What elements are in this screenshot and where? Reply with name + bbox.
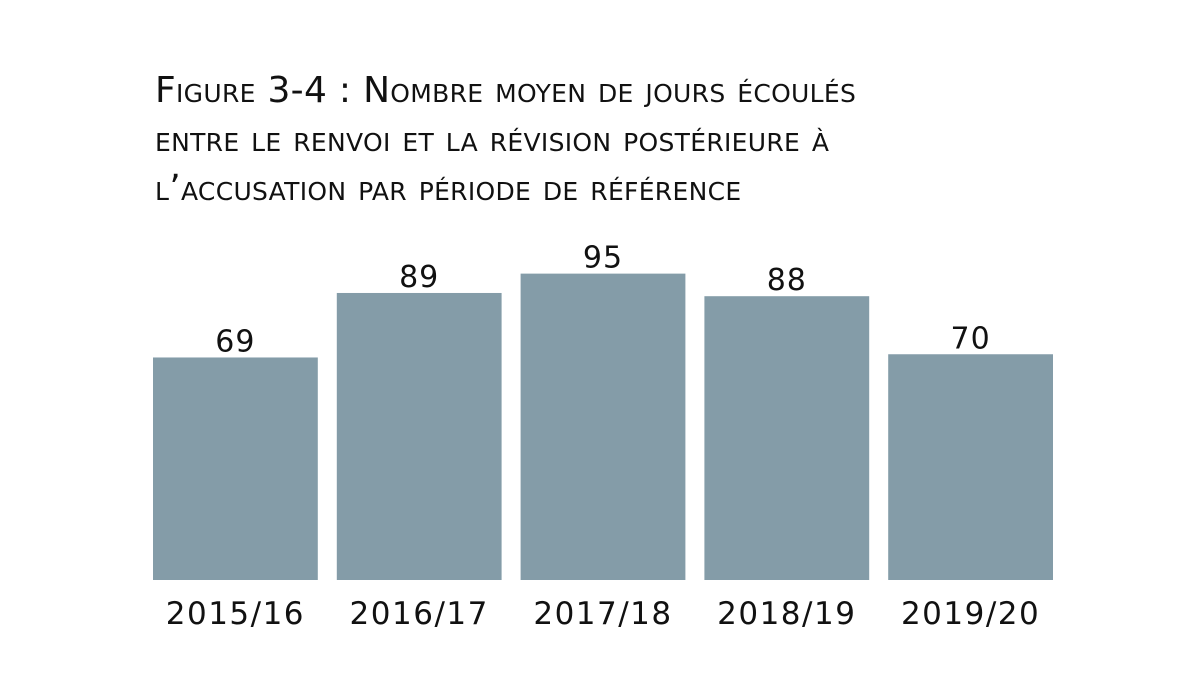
value-label: 89	[399, 260, 439, 295]
x-tick-label: 2018/19	[717, 596, 856, 632]
x-tick-label: 2015/16	[166, 596, 305, 632]
bar-2015-16	[153, 357, 318, 580]
bars-group	[153, 273, 1053, 580]
chart-title: Figure 3-4 : Nombre moyen de jours écoul…	[155, 70, 857, 209]
bar-2016-17	[336, 292, 502, 580]
x-tick-label: 2017/18	[533, 596, 672, 632]
value-label: 95	[583, 241, 623, 276]
x-tick-label: 2019/20	[901, 596, 1040, 632]
x-axis-tick-labels: 2015/16 2016/17 2017/18 2018/19 2019/20	[166, 596, 1040, 632]
value-label: 88	[767, 263, 807, 298]
bar-2017-18	[520, 273, 686, 580]
bar-2019-20	[888, 354, 1053, 580]
value-label: 69	[215, 324, 255, 359]
value-label: 70	[951, 321, 991, 356]
bar-2018-19	[704, 296, 870, 580]
value-labels-group: 69 89 95 88 70	[215, 241, 991, 360]
x-tick-label: 2016/17	[350, 596, 489, 632]
